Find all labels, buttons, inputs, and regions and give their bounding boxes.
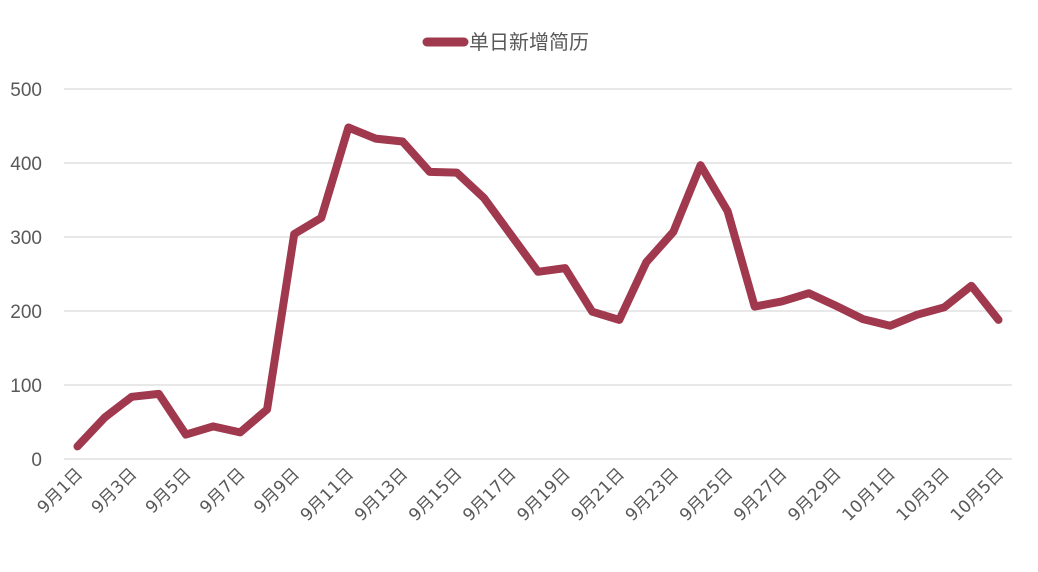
x-tick-label: 10月3日 (893, 464, 954, 525)
x-tick-label: 10月1日 (839, 464, 900, 525)
y-tick-label: 400 (10, 154, 42, 175)
data-point (642, 258, 650, 266)
x-tick-label: 9月29日 (784, 464, 845, 525)
data-point (344, 123, 352, 131)
data-point (426, 168, 434, 176)
data-point (317, 214, 325, 222)
legend: 单日新增简历 (422, 30, 589, 54)
data-point (453, 169, 461, 177)
data-point (480, 194, 488, 202)
data-point (832, 302, 840, 310)
x-tick-label: 9月13日 (351, 464, 412, 525)
data-point (263, 405, 271, 413)
y-tick-label: 500 (10, 80, 42, 101)
data-point (751, 303, 759, 311)
data-point (290, 230, 298, 238)
data-point (236, 428, 244, 436)
x-tick-label: 9月15日 (405, 464, 466, 525)
data-point (669, 228, 677, 236)
x-tick-label: 9月9日 (250, 464, 303, 517)
series-line (73, 123, 1003, 451)
gridlines (64, 88, 1012, 460)
data-point (209, 422, 217, 430)
data-point (994, 316, 1002, 324)
data-point (588, 308, 596, 316)
y-tick-label: 0 (31, 450, 42, 471)
y-tick-label: 300 (10, 228, 42, 249)
data-point (615, 316, 623, 324)
data-point (534, 268, 542, 276)
y-tick-label: 100 (10, 376, 42, 397)
data-point (724, 207, 732, 215)
x-tick-label: 9月23日 (622, 464, 683, 525)
data-point (561, 264, 569, 272)
x-tick-label: 9月25日 (676, 464, 737, 525)
data-point (155, 390, 163, 398)
series-polyline (73, 123, 1003, 451)
data-point (940, 303, 948, 311)
data-point (507, 231, 515, 239)
x-tick-label: 9月27日 (730, 464, 791, 525)
x-tick-label: 9月19日 (513, 464, 574, 525)
data-point (805, 289, 813, 297)
data-point (101, 414, 109, 422)
y-tick-label: 200 (10, 302, 42, 323)
x-tick-label: 10月5日 (947, 464, 1008, 525)
data-point (697, 161, 705, 169)
x-tick-label: 9月3日 (88, 464, 141, 517)
x-tick-label: 9月17日 (459, 464, 520, 525)
data-point (74, 442, 82, 450)
legend-label: 单日新增简历 (469, 30, 589, 54)
x-tick-label: 9月11日 (297, 464, 358, 525)
data-point (859, 315, 867, 323)
data-point (913, 311, 921, 319)
y-axis-labels: 0 100 200 300 400 500 (10, 80, 42, 471)
data-point (778, 297, 786, 305)
x-tick-label: 9月1日 (34, 464, 87, 517)
x-tick-label: 9月21日 (568, 464, 629, 525)
data-point (967, 282, 975, 290)
data-point (399, 138, 407, 146)
data-point (886, 322, 894, 330)
x-axis-labels: 9月1日 9月3日 9月5日 9月7日 9月9日9月11日9月13日9月15日9月17日… (34, 464, 1008, 525)
x-tick-label: 9月7日 (196, 464, 249, 517)
data-point (128, 393, 136, 401)
data-point (371, 135, 379, 143)
data-point (182, 431, 190, 439)
x-tick-label: 9月5日 (142, 464, 195, 517)
